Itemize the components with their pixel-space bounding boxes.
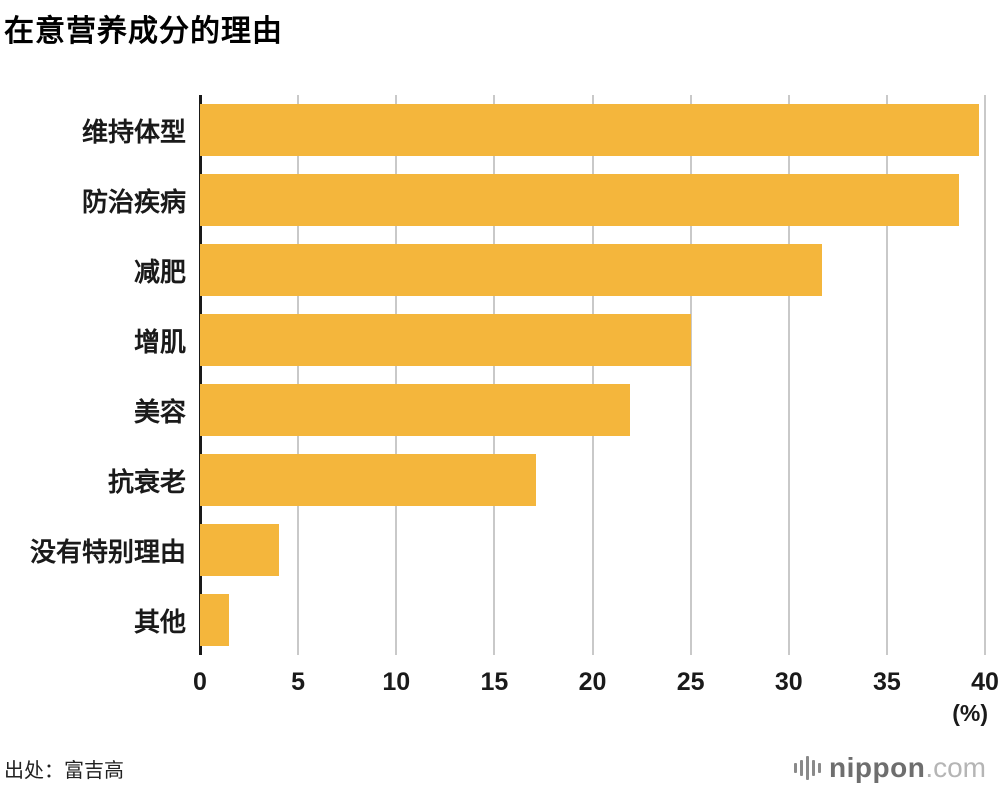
footer: 出处：富吉高 nippon.com: [4, 752, 986, 784]
bar-row: 增肌: [134, 305, 985, 375]
x-tick-label: 15: [480, 668, 509, 696]
bar-row: 减肥: [134, 235, 985, 305]
x-tick-label: 20: [578, 668, 607, 696]
bar-chart: 维持体型防治疾病减肥增肌美容抗衰老没有特别理由其他: [30, 95, 986, 655]
category-label: 减肥: [133, 256, 186, 287]
bar: [200, 524, 279, 576]
category-label: 维持体型: [81, 116, 186, 147]
bar-row: 美容: [134, 375, 985, 445]
gridline: [984, 95, 986, 655]
bar-row: 没有特别理由: [30, 515, 985, 585]
gridline: [395, 95, 398, 655]
bar-rows: 维持体型防治疾病减肥增肌美容抗衰老没有特别理由其他: [30, 95, 985, 655]
x-tick-label: 35: [872, 668, 901, 696]
bar: [200, 594, 230, 646]
logo-suffix-text: .com: [925, 752, 986, 783]
gridline: [787, 95, 790, 655]
x-tick-label: 25: [676, 668, 705, 696]
x-axis: 0 5 10 15 20 25 30 35 40: [193, 662, 999, 698]
x-tick-label: 10: [382, 668, 411, 696]
bar: [200, 244, 823, 296]
category-label: 增肌: [133, 326, 186, 357]
nippon-logo: nippon.com: [794, 752, 986, 784]
logo-brand-text: nippon: [829, 752, 926, 783]
y-axis-line: [199, 95, 202, 655]
bar-row: 防治疾病: [82, 165, 985, 235]
x-tick-label: 5: [291, 668, 306, 696]
bar: [200, 314, 691, 366]
category-label: 美容: [133, 396, 186, 427]
soundwave-icon: [794, 755, 822, 781]
x-tick-label: 30: [774, 668, 803, 696]
x-tick-label: 0: [193, 668, 207, 696]
gridline: [885, 95, 888, 655]
category-label: 防治疾病: [81, 186, 186, 217]
bar: [200, 454, 536, 506]
bar-row: 抗衰老: [108, 445, 985, 515]
category-label: 没有特别理由: [29, 536, 186, 567]
gridline: [591, 95, 594, 655]
x-tick-label: 40: [971, 668, 999, 696]
gridline: [493, 95, 496, 655]
source-note: 出处：富吉高: [4, 759, 124, 782]
bar: [200, 104, 980, 156]
chart-title: 在意营养成分的理由: [4, 15, 283, 48]
bar-row: 维持体型: [82, 95, 985, 165]
category-label: 其他: [133, 606, 186, 637]
gridline: [297, 95, 300, 655]
bar: [200, 384, 630, 436]
gridline: [689, 95, 692, 655]
grid-layer: [199, 95, 986, 655]
bar-row: 其他: [134, 585, 985, 655]
category-label: 抗衰老: [107, 466, 186, 497]
bar: [200, 174, 960, 226]
unit-label: (%): [952, 700, 988, 726]
